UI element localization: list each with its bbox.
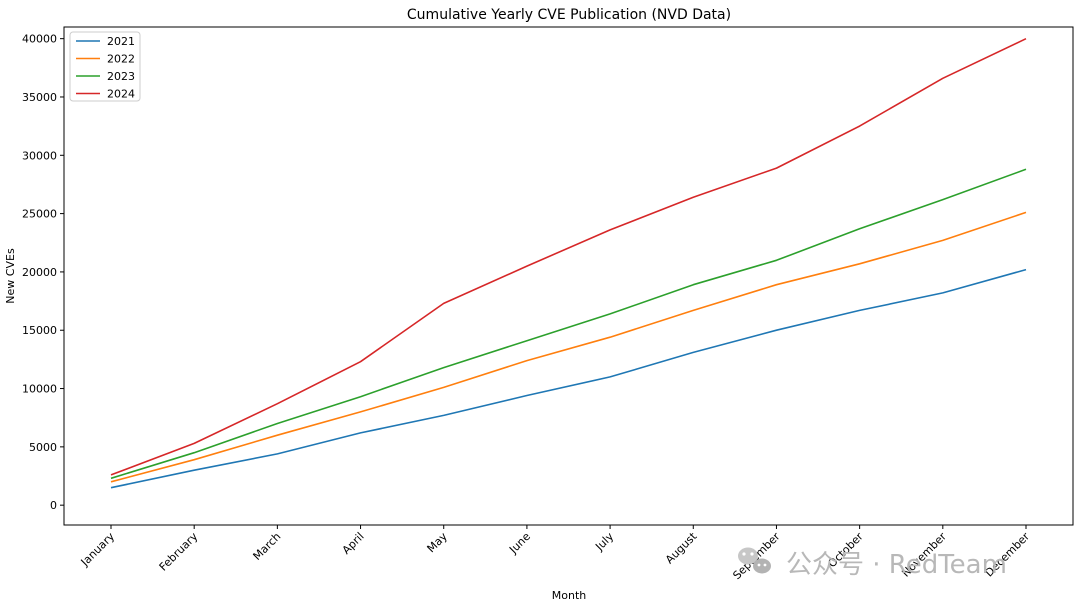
chart-title: Cumulative Yearly CVE Publication (NVD D… <box>407 7 731 23</box>
y-tick-label: 10000 <box>22 383 57 396</box>
legend-label-2021: 2021 <box>107 35 135 48</box>
x-tick-label: January <box>78 530 118 570</box>
series-line-2021 <box>110 268 1027 489</box>
plot-frame <box>63 26 1074 526</box>
series-line-2023 <box>110 168 1027 480</box>
y-axis-label: New CVEs <box>4 248 17 304</box>
legend-label-2024: 2024 <box>107 88 135 101</box>
x-tick-label: June <box>506 530 533 557</box>
y-axis: 0 5000 10000 15000 20000 25000 30000 35000 40000 <box>22 33 64 512</box>
y-tick-label: 30000 <box>22 149 57 162</box>
x-tick-label: July <box>592 530 616 554</box>
legend-label-2022: 2022 <box>107 53 135 66</box>
y-tick-label: 25000 <box>22 208 57 221</box>
wechat-icon <box>738 547 771 574</box>
y-tick-label: 15000 <box>22 324 57 337</box>
x-tick-label: March <box>251 530 284 563</box>
watermark-text: 公众号 · RedTeam <box>786 550 1007 580</box>
x-tick-label: May <box>425 530 451 556</box>
y-tick-label: 5000 <box>29 441 57 454</box>
y-tick-label: 40000 <box>22 33 57 46</box>
legend: 2021 2022 2023 2024 <box>69 31 141 102</box>
x-tick-label: April <box>340 530 367 557</box>
series-line-2024 <box>110 37 1027 476</box>
y-tick-label: 35000 <box>22 91 57 104</box>
series-line-2022 <box>110 211 1027 483</box>
x-axis-label: Month <box>552 589 587 602</box>
legend-box <box>69 31 141 102</box>
watermark: 公众号 · RedTeam <box>738 547 1007 580</box>
legend-label-2023: 2023 <box>107 70 135 83</box>
plot-lines <box>110 37 1027 489</box>
y-tick-label: 0 <box>50 499 57 512</box>
x-tick-label: August <box>663 529 700 566</box>
y-tick-label: 20000 <box>22 266 57 279</box>
x-tick-label: February <box>157 530 201 574</box>
